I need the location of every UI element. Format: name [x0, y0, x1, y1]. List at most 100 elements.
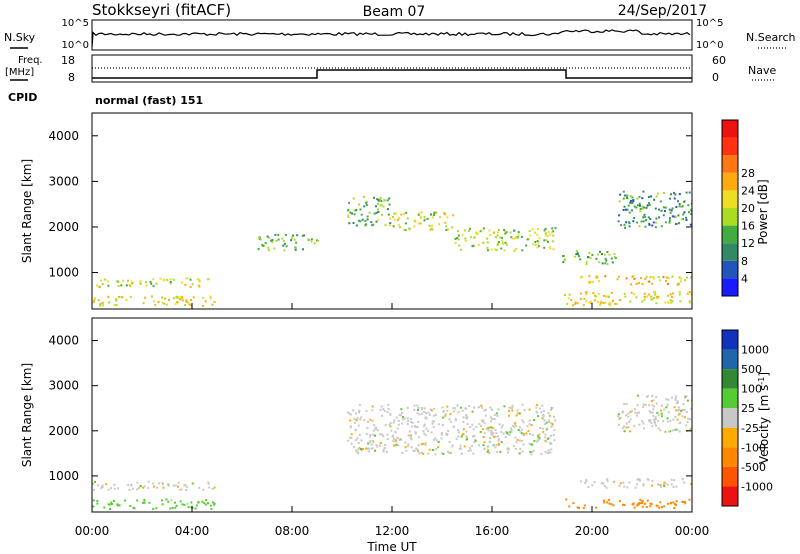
velocity-echo-cell	[374, 428, 377, 431]
velocity-echo-cell	[658, 506, 661, 509]
power-echo-cell	[608, 253, 611, 256]
velocity-echo-cell	[650, 400, 653, 403]
velocity-echo-cell	[478, 406, 480, 409]
velocity-echo-cell	[535, 440, 538, 443]
power-echo-cell	[642, 216, 645, 219]
velocity-echo-cell	[662, 483, 665, 486]
velocity-echo-cell	[652, 408, 655, 411]
power-echo-cell	[426, 217, 429, 220]
velocity-echo-cell	[412, 449, 415, 452]
velocity-echo-cell	[422, 430, 425, 433]
velocity-echo-cell	[500, 440, 503, 443]
power-echo-cell	[444, 221, 447, 224]
power-echo-cell	[548, 233, 551, 236]
power-echo-cell	[676, 283, 679, 286]
power-echo-cell	[513, 229, 516, 232]
power-echo-cell	[347, 214, 350, 217]
velocity-echo-cell	[428, 448, 431, 451]
power-echo-cell	[574, 301, 577, 304]
velocity-echo-cell	[372, 441, 375, 444]
velocity-echo-cell	[686, 421, 689, 424]
nave-label: Nave	[748, 64, 776, 77]
power-echo-cell	[445, 225, 448, 228]
power-echo-cell	[291, 234, 294, 237]
velocity-echo-cell	[517, 429, 520, 431]
power-echo-cell	[666, 283, 669, 285]
velocity-echo-cell	[496, 451, 499, 453]
power-echo-cell	[358, 219, 360, 222]
velocity-echo-cell	[117, 504, 119, 507]
power-echo-cell	[144, 296, 147, 299]
velocity-echo-cell	[175, 504, 178, 507]
power-echo-cell	[476, 232, 479, 235]
velocity-echo-cell	[147, 486, 150, 489]
power-echo-cell	[364, 220, 367, 223]
power-echo-cell	[271, 239, 274, 242]
power-echo-cell	[379, 204, 382, 207]
velocity-echo-cell	[657, 427, 660, 430]
power-echo-cell	[629, 195, 632, 197]
velocity-echo-cell	[506, 448, 509, 451]
velocity-echo-cell	[651, 394, 654, 397]
velocity-echo-cell	[508, 433, 511, 436]
velocity-colorbar-swatch	[722, 388, 738, 409]
velocity-echo-cell	[379, 442, 382, 445]
power-echo-cell	[493, 248, 496, 251]
power-echo-cell	[619, 193, 622, 196]
velocity-echo-cell	[641, 502, 644, 504]
velocity-echo-cell	[529, 443, 532, 446]
power-echo-cell	[671, 292, 674, 295]
power-echo-cell	[282, 239, 285, 242]
velocity-echo-cell	[374, 434, 376, 437]
power-echo-cell	[351, 212, 353, 215]
velocity-echo-cell	[402, 418, 405, 421]
velocity-echo-cell	[437, 423, 440, 426]
velocity-echo-cell	[651, 411, 654, 414]
power-echo-cell	[528, 230, 531, 233]
velocity-echo-cell	[467, 449, 470, 452]
velocity-echo-cell	[473, 406, 475, 409]
velocity-echo-cell	[451, 444, 454, 447]
power-echo-cell	[377, 210, 380, 213]
power-echo-cell	[630, 291, 633, 294]
velocity-echo-cell	[659, 429, 662, 432]
power-colorbar-swatch	[722, 260, 738, 279]
power-echo-cell	[460, 248, 463, 251]
power-colorbar-tick: 16	[741, 220, 755, 233]
velocity-echo-cell	[354, 421, 356, 424]
velocity-echo-cell	[664, 482, 667, 485]
velocity-echo-cell	[639, 498, 642, 501]
velocity-echo-cell	[415, 447, 418, 450]
power-echo-cell	[664, 206, 667, 209]
velocity-echo-cell	[521, 439, 524, 442]
power-echo-cell	[516, 237, 519, 239]
power-echo-cell	[588, 252, 591, 255]
velocity-echo-cell	[550, 425, 553, 428]
velocity-echo-cell	[416, 404, 419, 407]
velocity-echo-cell	[669, 430, 672, 433]
velocity-echo-cell	[108, 503, 111, 506]
velocity-echo-cell	[195, 504, 198, 507]
velocity-echo-cell	[617, 415, 620, 418]
power-echo-cell	[377, 199, 380, 202]
power-echo-cell	[475, 232, 478, 235]
velocity-echo-cell	[507, 451, 509, 454]
power-echo-cell	[445, 229, 448, 231]
power-echo-cell	[185, 277, 188, 280]
velocity-echo-cell	[678, 409, 681, 412]
power-colorbar-swatch	[722, 208, 738, 226]
power-echo-cell	[293, 238, 296, 241]
velocity-echo-cell	[674, 399, 677, 402]
velocity-echo-cell	[210, 504, 212, 507]
power-echo-cell	[543, 229, 546, 232]
velocity-echo-cell	[172, 484, 175, 487]
velocity-echo-cell	[508, 410, 510, 412]
velocity-echo-cell	[496, 414, 499, 417]
velocity-echo-cell	[161, 483, 164, 486]
power-echo-cell	[589, 257, 592, 259]
power-echo-cell	[404, 222, 407, 225]
velocity-echo-cell	[683, 409, 686, 412]
power-echo-cell	[551, 231, 554, 234]
velocity-echo-cell	[618, 484, 621, 487]
velocity-echo-cell	[673, 406, 676, 409]
